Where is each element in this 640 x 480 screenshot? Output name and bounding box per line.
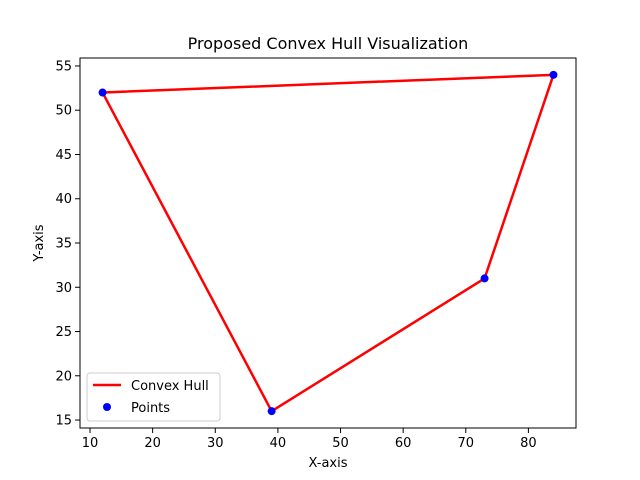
legend-points-swatch — [103, 403, 111, 411]
x-axis-label: X-axis — [309, 456, 348, 471]
y-tick-label: 40 — [55, 192, 72, 207]
x-tick-label: 20 — [144, 436, 161, 451]
x-tick-label: 40 — [270, 436, 287, 451]
legend-hull-label: Convex Hull — [131, 379, 209, 394]
x-tick-label: 50 — [332, 436, 349, 451]
y-tick-label: 45 — [55, 148, 72, 163]
y-axis: 15 20 25 30 35 40 45 50 55 — [55, 59, 80, 429]
x-tick-label: 10 — [82, 436, 99, 451]
x-tick-label: 70 — [458, 436, 475, 451]
y-tick-label: 25 — [55, 325, 72, 340]
y-tick-label: 20 — [55, 369, 72, 384]
x-tick-label: 60 — [395, 436, 412, 451]
legend: Convex Hull Points — [86, 372, 221, 422]
plot-area — [98, 70, 558, 416]
data-point — [98, 88, 107, 97]
y-tick-label: 30 — [55, 281, 72, 296]
x-axis: 10 20 30 40 50 60 70 80 — [82, 428, 537, 451]
x-tick-label: 80 — [520, 436, 537, 451]
y-tick-label: 55 — [55, 59, 72, 74]
y-tick-label: 50 — [55, 104, 72, 119]
data-point — [549, 70, 558, 79]
data-point — [480, 274, 489, 283]
x-tick-label: 30 — [207, 436, 224, 451]
legend-points-label: Points — [131, 401, 170, 416]
y-tick-label: 35 — [55, 237, 72, 252]
chart-title: Proposed Convex Hull Visualization — [188, 34, 469, 53]
data-point — [267, 407, 276, 416]
y-axis-label: Y-axis — [32, 224, 47, 262]
y-tick-label: 15 — [55, 414, 72, 429]
